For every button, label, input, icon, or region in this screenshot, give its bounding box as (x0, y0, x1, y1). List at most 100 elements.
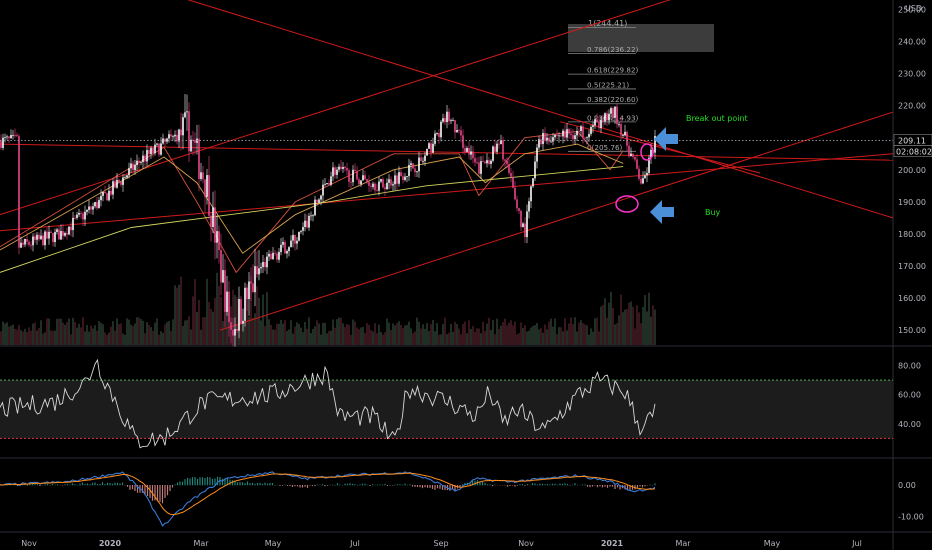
candle[interactable] (120, 181, 122, 187)
candle[interactable] (408, 158, 410, 181)
candle[interactable] (46, 227, 48, 240)
candle[interactable] (288, 246, 290, 257)
candle[interactable] (536, 144, 538, 169)
candle[interactable] (594, 116, 596, 129)
candle[interactable] (214, 190, 216, 260)
candle[interactable] (632, 153, 634, 160)
candle[interactable] (230, 317, 232, 344)
candle[interactable] (242, 308, 244, 332)
candle[interactable] (624, 124, 626, 137)
candle[interactable] (422, 157, 424, 165)
candle[interactable] (56, 227, 58, 235)
candle[interactable] (48, 225, 50, 245)
candle[interactable] (478, 156, 480, 176)
candle[interactable] (140, 161, 142, 166)
candle[interactable] (268, 249, 270, 261)
candle[interactable] (182, 113, 184, 150)
candle[interactable] (368, 175, 370, 193)
candle[interactable] (592, 121, 594, 133)
trendlines[interactable] (0, 0, 894, 331)
candle[interactable] (480, 156, 482, 180)
candle[interactable] (280, 238, 282, 256)
candle[interactable] (30, 241, 32, 250)
candle[interactable] (34, 232, 36, 244)
candle[interactable] (508, 158, 510, 176)
candle[interactable] (360, 180, 362, 187)
candle[interactable] (570, 128, 572, 139)
candlesticks[interactable] (0, 93, 656, 347)
candle[interactable] (44, 229, 46, 250)
price-axis[interactable]: USD 250.00240.00230.00220.00210.00200.00… (893, 4, 932, 521)
candle[interactable] (122, 173, 124, 192)
candle[interactable] (26, 232, 28, 246)
candle[interactable] (550, 135, 552, 143)
candle[interactable] (276, 251, 278, 263)
candle[interactable] (0, 134, 2, 151)
candle[interactable] (322, 179, 324, 202)
candle[interactable] (384, 183, 386, 196)
candle[interactable] (252, 264, 254, 293)
candle[interactable] (428, 141, 430, 149)
candle[interactable] (154, 138, 156, 156)
candle[interactable] (620, 117, 622, 141)
candle[interactable] (518, 207, 520, 215)
candle[interactable] (256, 251, 258, 278)
candle[interactable] (648, 154, 650, 176)
candle[interactable] (130, 157, 132, 173)
candle[interactable] (612, 106, 614, 119)
candle[interactable] (246, 283, 248, 311)
candle[interactable] (312, 214, 314, 222)
candle[interactable] (438, 129, 440, 144)
candle[interactable] (376, 183, 378, 192)
candle[interactable] (568, 127, 570, 139)
candle[interactable] (66, 227, 68, 240)
candle[interactable] (646, 167, 648, 183)
candle[interactable] (434, 130, 436, 147)
candle[interactable] (640, 175, 642, 185)
candle[interactable] (506, 157, 508, 169)
annotations[interactable]: Break out point Buy (615, 114, 748, 224)
candle[interactable] (596, 113, 598, 123)
candle[interactable] (628, 141, 630, 158)
left-arrow-icon[interactable] (650, 200, 674, 224)
candle[interactable] (630, 147, 632, 157)
candle[interactable] (468, 141, 470, 160)
candle[interactable] (76, 211, 78, 220)
candle[interactable] (622, 133, 624, 138)
candle[interactable] (510, 167, 512, 183)
candle[interactable] (188, 102, 190, 163)
candle[interactable] (238, 286, 240, 339)
candle[interactable] (208, 155, 210, 220)
candle[interactable] (460, 125, 462, 143)
candle[interactable] (306, 214, 308, 229)
candle[interactable] (316, 199, 318, 207)
candle[interactable] (68, 226, 70, 236)
candle[interactable] (456, 124, 458, 133)
candle[interactable] (540, 135, 542, 147)
candle[interactable] (394, 169, 396, 191)
candle[interactable] (442, 113, 444, 124)
candle[interactable] (234, 317, 236, 347)
candle[interactable] (500, 134, 502, 145)
candle[interactable] (224, 258, 226, 328)
candle[interactable] (272, 246, 274, 260)
candle[interactable] (38, 232, 40, 242)
candle[interactable] (452, 117, 454, 122)
candle[interactable] (178, 128, 180, 148)
candle[interactable] (380, 178, 382, 184)
candle[interactable] (100, 189, 102, 207)
candle[interactable] (366, 178, 368, 185)
candle[interactable] (286, 249, 288, 259)
candle[interactable] (344, 165, 346, 172)
candle[interactable] (378, 176, 380, 196)
candle[interactable] (338, 163, 340, 173)
candle[interactable] (10, 129, 12, 139)
candle[interactable] (222, 254, 224, 284)
trendline[interactable] (0, 153, 894, 232)
candle[interactable] (8, 136, 10, 143)
candle[interactable] (402, 172, 404, 184)
candle[interactable] (526, 204, 528, 244)
candle[interactable] (588, 129, 590, 142)
candle[interactable] (108, 184, 110, 202)
candle[interactable] (574, 132, 576, 145)
